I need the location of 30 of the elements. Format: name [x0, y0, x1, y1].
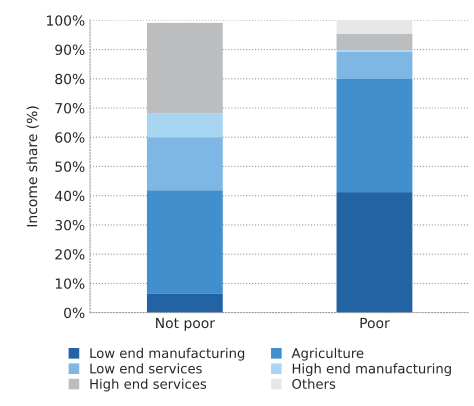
legend-label: Others — [292, 378, 336, 389]
y-tick-label: 60% — [55, 132, 84, 143]
bar — [336, 192, 412, 313]
y-tick-label: 0% — [64, 308, 84, 318]
y-tick-label: 30% — [55, 220, 84, 230]
y-tick-label: 50% — [55, 161, 84, 172]
legend-label: High end services — [90, 378, 206, 392]
legend-label: Agriculture — [292, 348, 364, 361]
bar — [146, 113, 223, 138]
y-tick-label: 20% — [55, 249, 84, 260]
x-tick-label: Not poor — [156, 318, 215, 331]
y-tick-label: 10% — [56, 278, 84, 289]
bar — [336, 79, 412, 192]
legend-label: High end manufacturing — [292, 363, 451, 376]
bar — [146, 190, 223, 294]
bar — [336, 34, 412, 50]
bar — [146, 137, 223, 190]
bar — [336, 52, 412, 80]
bar — [146, 294, 223, 313]
bar — [146, 22, 223, 114]
bar — [336, 20, 412, 34]
legend-label: Low end manufacturing — [90, 348, 244, 361]
y-axis-title: Income share (%) — [26, 106, 39, 226]
legend-label: Low end services — [90, 363, 202, 374]
y-tick-label: 90% — [55, 44, 84, 56]
y-tick-label: 80% — [55, 74, 84, 84]
y-tick-label: 70% — [55, 102, 84, 114]
y-tick-label: 40% — [55, 190, 84, 202]
x-tick-label: Poor — [360, 318, 390, 328]
y-tick-label: 100% — [47, 15, 84, 26]
